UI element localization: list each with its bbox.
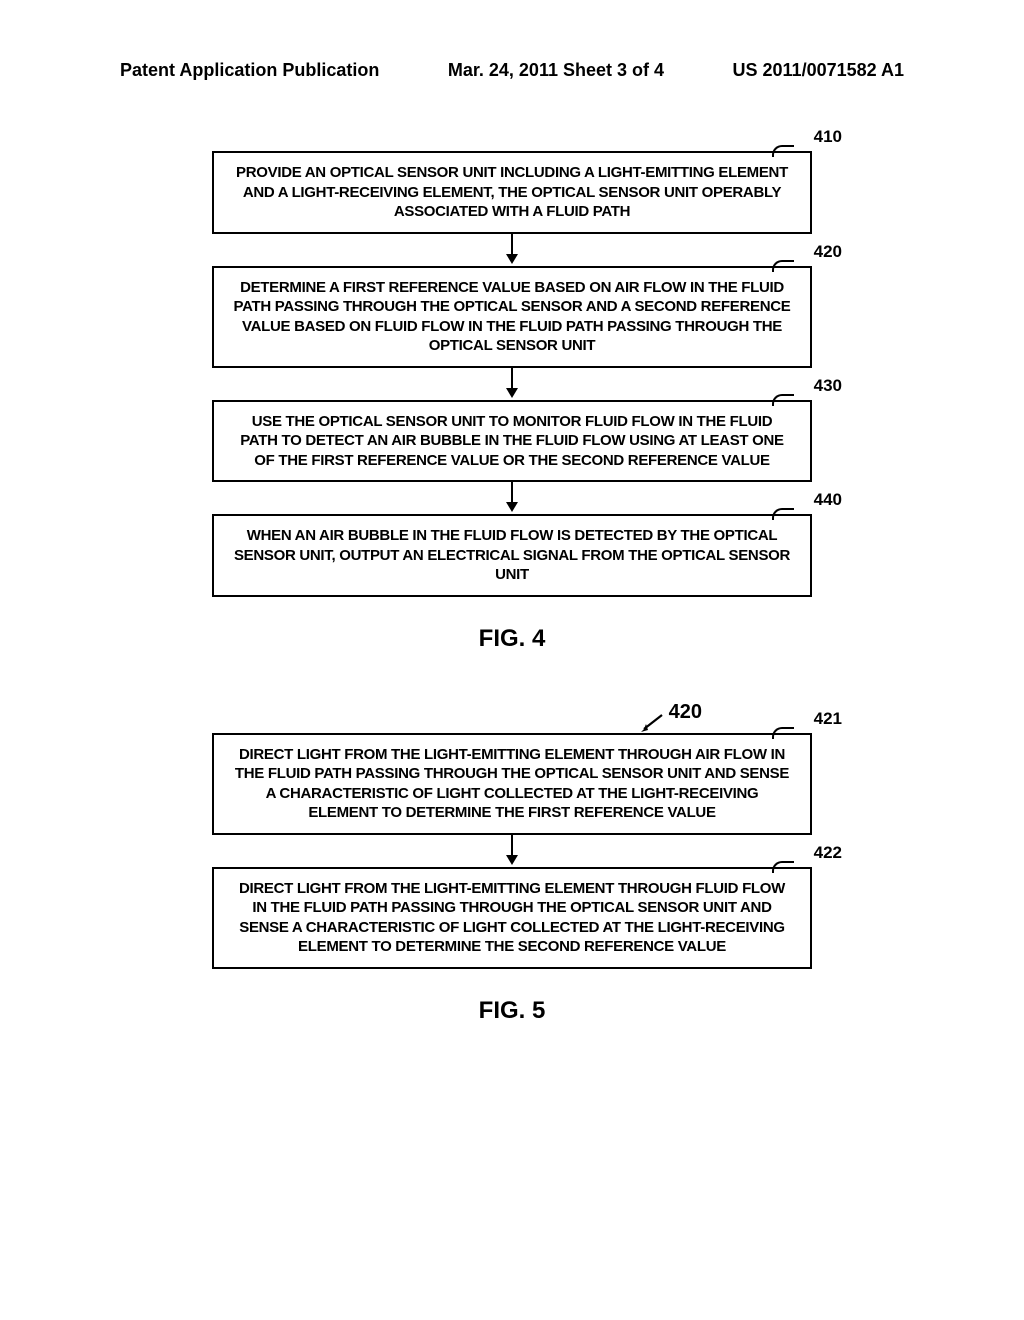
header-center: Mar. 24, 2011 Sheet 3 of 4 <box>448 60 664 81</box>
header-right: US 2011/0071582 A1 <box>733 60 904 81</box>
callout-line-icon <box>772 861 794 873</box>
fig-4-diagram: 410 PROVIDE AN OPTICAL SENSOR UNIT INCLU… <box>120 151 904 701</box>
callout-label: 421 <box>814 709 842 729</box>
callout-label: 430 <box>814 376 842 396</box>
header-left: Patent Application Publication <box>120 60 379 81</box>
callout-row: 420 <box>212 242 812 266</box>
callout-line-icon <box>772 145 794 157</box>
patent-page: Patent Application Publication Mar. 24, … <box>0 0 1024 1133</box>
figure-caption: FIG. 5 <box>212 997 812 1025</box>
callout-row: 421 <box>212 709 812 733</box>
callout-line-icon <box>772 260 794 272</box>
callout-line-icon <box>772 727 794 739</box>
callout-line-icon <box>772 394 794 406</box>
flowchart-step: WHEN AN AIR BUBBLE IN THE FLUID FLOW IS … <box>212 514 812 597</box>
flowchart-step: PROVIDE AN OPTICAL SENSOR UNIT INCLUDING… <box>212 151 812 234</box>
page-header: Patent Application Publication Mar. 24, … <box>120 60 904 81</box>
callout-row: 430 <box>212 376 812 400</box>
fig-5-diagram: 420 421 DIRECT LIGHT FROM THE LIGHT-EMIT… <box>120 701 904 1073</box>
callout-label: 420 <box>814 242 842 262</box>
callout-label: 410 <box>814 127 842 147</box>
callout-row: 422 <box>212 843 812 867</box>
figure-caption: FIG. 4 <box>212 625 812 653</box>
flowchart-step: USE THE OPTICAL SENSOR UNIT TO MONITOR F… <box>212 400 812 483</box>
flowchart-step: DIRECT LIGHT FROM THE LIGHT-EMITTING ELE… <box>212 867 812 969</box>
callout-label: 422 <box>814 843 842 863</box>
flowchart-step: DIRECT LIGHT FROM THE LIGHT-EMITTING ELE… <box>212 733 812 835</box>
callout-row: 440 <box>212 490 812 514</box>
callout-line-icon <box>772 508 794 520</box>
flowchart-step: DETERMINE A FIRST REFERENCE VALUE BASED … <box>212 266 812 368</box>
callout-label: 440 <box>814 490 842 510</box>
callout-row: 410 <box>212 127 812 151</box>
